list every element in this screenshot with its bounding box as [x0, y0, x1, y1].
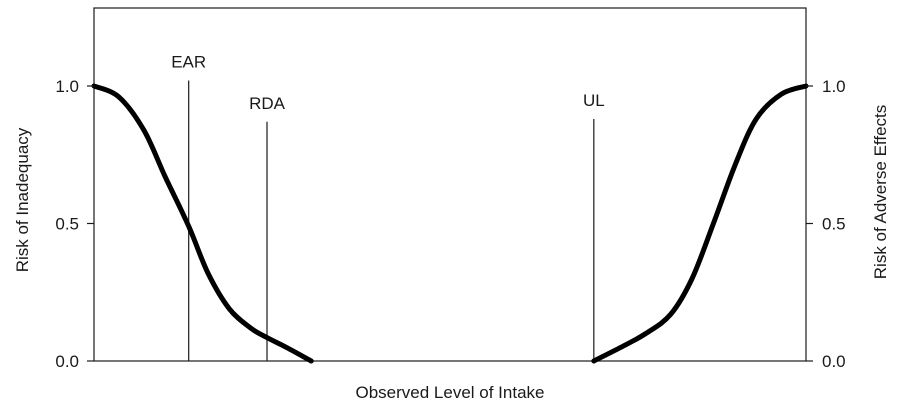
y-tick-label-left: 0.5 [55, 215, 79, 234]
y-tick-label-left: 0.0 [55, 352, 79, 371]
reference-markers: EAR RDA UL [171, 53, 605, 361]
y-axis-label-left: Risk of Inadequacy [13, 127, 32, 272]
marker-label-ul: UL [583, 91, 605, 110]
adverse-effects-risk-curve [591, 83, 809, 364]
risk-curves [91, 83, 809, 364]
y-ticks: 1.0 1.0 0.5 0.5 0.0 0.0 [55, 77, 845, 371]
y-tick-label-left: 1.0 [55, 77, 79, 96]
plot-frame [93, 7, 807, 362]
x-axis-label: Observed Level of Intake [355, 383, 544, 402]
marker-label-ear: EAR [171, 53, 206, 72]
y-tick-label-right: 0.0 [822, 352, 846, 371]
marker-label-rda: RDA [249, 94, 286, 113]
y-tick-label-right: 1.0 [822, 77, 846, 96]
inadequacy-risk-curve [91, 83, 314, 364]
y-axis-label-right: Risk of Adverse Effects [871, 105, 890, 279]
y-tick-label-right: 0.5 [822, 215, 846, 234]
